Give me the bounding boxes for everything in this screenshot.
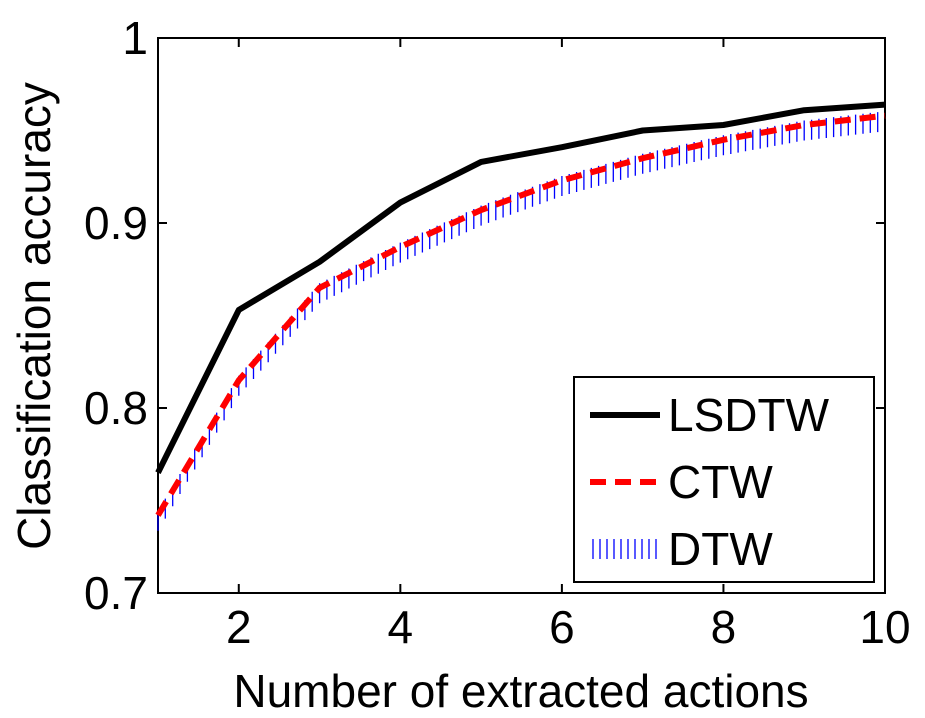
series-line xyxy=(155,112,886,517)
legend-swatch xyxy=(592,539,657,559)
legend-label: LSDTW xyxy=(668,389,830,441)
series-line xyxy=(155,101,886,475)
y-tick-label: 0.9 xyxy=(84,197,148,249)
x-tick-label: 4 xyxy=(388,601,414,653)
axis-ticks: 2 4 6 8 10 0.7 0.8 0.9 1 xyxy=(84,12,911,653)
legend: LSDTW CTW DTW xyxy=(573,376,875,583)
legend-entry-dtw: DTW xyxy=(592,523,773,575)
legend-entry-lsdtw: LSDTW xyxy=(590,389,830,441)
series-lsdtw xyxy=(155,101,886,475)
y-tick-label: 0.7 xyxy=(84,567,148,619)
y-tick-label: 0.8 xyxy=(84,382,148,434)
legend-label: CTW xyxy=(668,456,773,508)
series-layer xyxy=(155,101,886,531)
x-tick-label: 2 xyxy=(226,601,252,653)
x-axis-title: Number of extracted actions xyxy=(233,665,808,717)
y-tick-label: 1 xyxy=(122,12,148,64)
x-tick-label: 10 xyxy=(859,601,910,653)
x-tick-label: 6 xyxy=(549,601,575,653)
legend-entry-ctw: CTW xyxy=(590,456,773,508)
y-axis-title: Classification accuracy xyxy=(8,82,60,550)
legend-label: DTW xyxy=(668,523,773,575)
x-tick-label: 8 xyxy=(711,601,737,653)
series-ctw xyxy=(155,112,886,517)
